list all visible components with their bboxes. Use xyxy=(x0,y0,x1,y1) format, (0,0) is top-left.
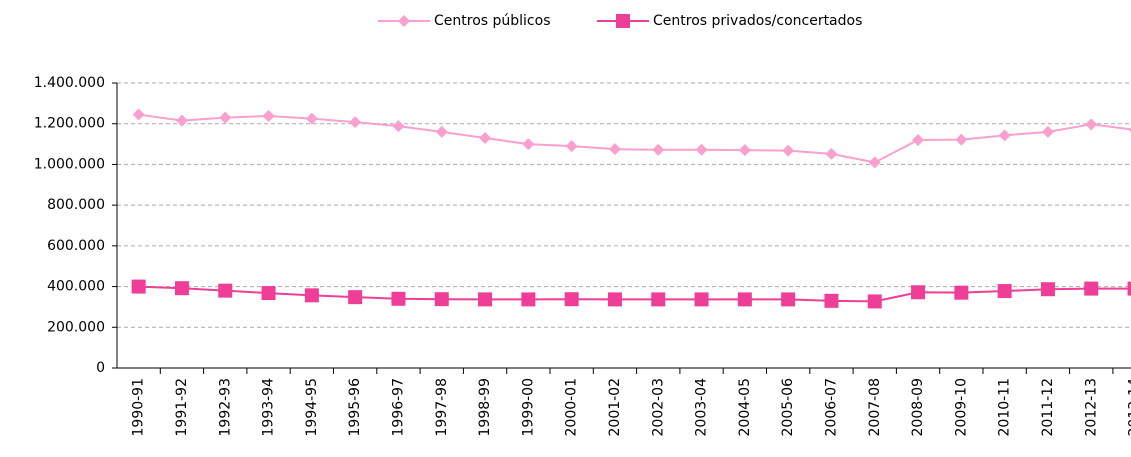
point xyxy=(651,292,666,307)
point xyxy=(1040,282,1055,297)
point xyxy=(782,144,795,157)
point xyxy=(695,143,708,156)
point xyxy=(824,293,839,308)
y-tick-label: 200.000 xyxy=(47,319,105,335)
point xyxy=(997,284,1012,299)
point xyxy=(479,131,492,144)
point xyxy=(737,292,752,307)
point xyxy=(174,281,189,296)
x-tick-label: 1997-98 xyxy=(434,378,450,437)
point xyxy=(218,283,233,298)
point xyxy=(564,292,579,307)
point xyxy=(608,143,621,156)
y-tick-label: 0 xyxy=(96,360,105,376)
y-tick-label: 1.000.000 xyxy=(34,156,105,172)
y-tick-label: 1.400.000 xyxy=(34,75,105,91)
point xyxy=(1085,118,1098,131)
y-tick-label: 800.000 xyxy=(47,197,105,213)
point xyxy=(781,292,796,307)
point xyxy=(911,285,926,300)
legend-marker xyxy=(398,15,410,27)
x-tick-label: 2005-06 xyxy=(780,378,796,437)
x-tick-label: 2012-13 xyxy=(1083,378,1099,437)
x-tick-label: 1992-93 xyxy=(217,378,233,437)
point xyxy=(522,138,535,151)
point xyxy=(435,125,448,138)
point xyxy=(131,279,146,294)
point xyxy=(652,143,665,156)
point xyxy=(1128,127,1131,133)
point xyxy=(434,292,449,307)
x-tick-label: 2000-01 xyxy=(564,378,580,437)
point xyxy=(478,292,493,307)
point xyxy=(954,285,969,300)
point xyxy=(738,144,751,157)
point xyxy=(825,147,838,160)
x-tick-label: 2011-12 xyxy=(1040,378,1056,437)
legend-marker xyxy=(616,14,630,28)
point xyxy=(565,140,578,153)
point xyxy=(304,288,319,303)
x-tick-label: 1993-94 xyxy=(261,378,277,437)
point xyxy=(175,114,188,127)
x-tick-label: 1996-97 xyxy=(390,378,406,437)
point xyxy=(521,292,536,307)
x-tick-label: 1998-99 xyxy=(477,378,493,437)
legend-label: Centros privados/concertados xyxy=(653,13,862,29)
point xyxy=(1127,281,1131,296)
point xyxy=(955,133,968,146)
point xyxy=(348,290,363,305)
x-tick-label: 1991-92 xyxy=(174,378,190,437)
x-tick-label: 1994-95 xyxy=(304,378,320,437)
point xyxy=(1041,125,1054,138)
point xyxy=(998,129,1011,142)
point xyxy=(349,116,362,129)
point xyxy=(912,134,925,146)
point xyxy=(1084,281,1099,296)
line xyxy=(138,113,1131,164)
x-tick-label: 1999-00 xyxy=(520,378,536,437)
x-tick-label: 2006-07 xyxy=(823,378,839,437)
point xyxy=(391,291,406,306)
x-tick-label: 2003-04 xyxy=(694,378,710,437)
x-tick-label: 1995-96 xyxy=(347,378,363,437)
point xyxy=(868,156,881,169)
x-tick-label: 2010-11 xyxy=(997,378,1013,437)
point xyxy=(694,292,709,307)
point xyxy=(867,294,882,309)
point xyxy=(305,112,318,125)
x-tick-label: 2008-09 xyxy=(910,378,926,437)
x-tick-label: 2013-14 xyxy=(1127,378,1131,437)
x-tick-label: 2002-03 xyxy=(650,378,666,437)
x-tick-label: 1990-91 xyxy=(131,378,147,437)
x-tick-label: 2007-08 xyxy=(867,378,883,437)
x-tick-label: 2009-10 xyxy=(953,378,969,437)
y-tick-label: 600.000 xyxy=(47,238,105,254)
point xyxy=(132,108,145,121)
y-tick-label: 1.200.000 xyxy=(34,116,105,132)
point xyxy=(392,120,405,133)
point xyxy=(261,286,276,301)
x-tick-label: 2004-05 xyxy=(737,378,753,437)
point xyxy=(262,109,275,122)
x-tick-label: 2001-02 xyxy=(607,378,623,437)
point xyxy=(607,292,622,307)
legend-label: Centros públicos xyxy=(434,13,551,29)
line xyxy=(138,285,1131,303)
y-tick-label: 400.000 xyxy=(47,279,105,295)
point xyxy=(219,111,232,124)
